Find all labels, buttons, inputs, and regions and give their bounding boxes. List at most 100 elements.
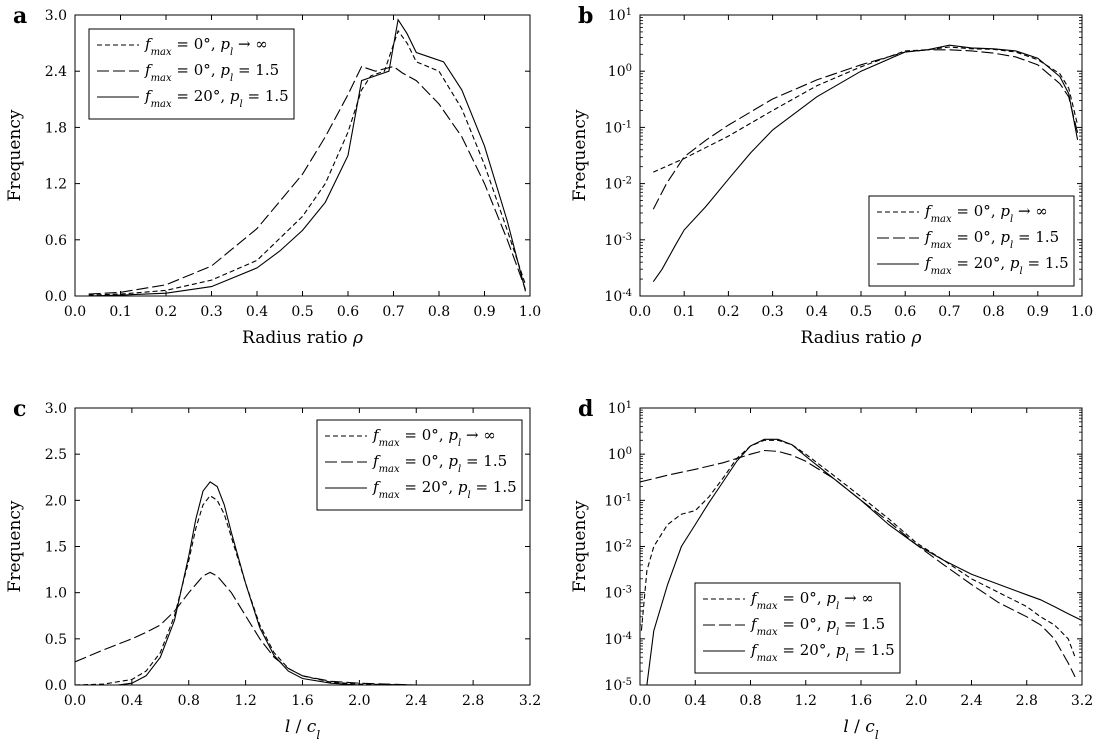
panel-c-xtick-label: 2.8 [462, 693, 484, 709]
panel-b-xtick-label: 0.5 [850, 304, 872, 320]
panel-a-label: a [13, 3, 27, 29]
panel-a-ytick-label: 1.2 [45, 177, 67, 193]
panel-c-series-3-line [75, 481, 530, 685]
panel-b-xtick-label: 0.8 [982, 304, 1004, 320]
panel-d-xtick-label: 0.0 [629, 693, 651, 709]
panel-c-xtick-label: 1.2 [234, 693, 256, 709]
panel-a-legend-entry-1: fmax = 0°, pl → ∞ [144, 35, 268, 58]
panel-a-ytick-label: 1.8 [45, 120, 67, 136]
panel-b-legend-entry-1: fmax = 0°, pl → ∞ [924, 202, 1048, 225]
panel-a-ytick-label: 0.6 [45, 233, 67, 249]
panel-d-xtick-label: 2.0 [905, 693, 927, 709]
panel-d-series-1-line [640, 439, 1076, 658]
panel-c-series-1-line [75, 494, 530, 685]
panel-a-xtick-label: 0.1 [109, 304, 131, 320]
panel-b-ytick-label: 10-1 [604, 119, 632, 137]
panel-b-series-3-line [652, 44, 1079, 283]
panel-a-legend-box [88, 28, 295, 120]
panel-a-xtick-label: 0.4 [246, 304, 268, 320]
panel-d-xlabel: l / cl [843, 717, 879, 742]
panel-c-ytick-label: 3.0 [45, 401, 67, 417]
panel-b-xtick-label: 0.9 [1027, 304, 1049, 320]
panel-b-xtick-label: 0.2 [717, 304, 739, 320]
panel-a-xtick-label: 0.7 [382, 304, 404, 320]
panel-d-series-2-line [640, 449, 1076, 678]
panel-a-series-1-line [88, 29, 527, 296]
panel-d-ylabel: Frequency [570, 500, 590, 592]
panel-a-series-3-line [88, 18, 527, 296]
panel-b-xtick-label: 0.3 [761, 304, 783, 320]
panel-c-xtick-label: 1.6 [291, 693, 313, 709]
panel-d-ytick-label: 10-3 [604, 584, 632, 602]
panel-a-legend-entry-2: fmax = 0°, pl = 1.5 [144, 61, 279, 84]
panel-a-xtick-label: 0.9 [473, 304, 495, 320]
panel-a-xtick-label: 0.0 [64, 304, 86, 320]
panel-b: 0.0 0.1 0.2 0.3 0.4 0.5 0.6 0.7 0.8 0.9 1.0 10-4 10-… [570, 3, 1093, 348]
panel-a-xtick-label: 0.8 [428, 304, 450, 320]
panel-d-legend-entry-3: fmax = 20°, pl = 1.5 [750, 641, 895, 664]
panel-a-ytick-label: 0.0 [45, 289, 67, 305]
panel-c: 0.0 0.4 0.8 1.2 1.6 2.0 2.4 2.8 3.2 0.0 0.5 1.0 1.5 2… [5, 396, 541, 742]
panel-b-xtick-label: 0.7 [938, 304, 960, 320]
panel-d-legend: fmax = 0°, pl → ∞ fmax = 0°, pl = 1.5 fmax… [694, 582, 901, 674]
panel-b-legend-entry-2: fmax = 0°, pl = 1.5 [924, 228, 1059, 251]
panel-d-ytick-label: 10-1 [604, 492, 632, 510]
panel-d-xtick-label: 3.2 [1071, 693, 1093, 709]
panel-c-legend-entry-1: fmax = 0°, pl → ∞ [372, 426, 496, 449]
panel-c-label: c [13, 396, 26, 422]
panel-d-series-3-line [646, 438, 1082, 685]
panel-d-xtick-label: 1.6 [850, 693, 872, 709]
panel-b-xtick-label: 0.1 [673, 304, 695, 320]
panel-c-series-2-line [75, 571, 530, 685]
panel-d-ytick-label: 10-4 [604, 630, 632, 648]
panel-b-series-2-line [652, 49, 1079, 210]
panel-c-xtick-label: 0.4 [121, 693, 143, 709]
panel-c-legend-entry-2: fmax = 0°, pl = 1.5 [372, 452, 507, 475]
panel-b-label: b [578, 3, 593, 29]
panel-b-ytick-label: 10-2 [604, 175, 632, 193]
panel-d-xtick-label: 2.8 [1016, 693, 1038, 709]
panel-b-ytick-label: 101 [608, 7, 632, 25]
panel-b-ylabel: Frequency [570, 109, 590, 201]
panel-c-legend-box [316, 419, 523, 511]
panel-a-legend-entry-3: fmax = 20°, pl = 1.5 [144, 87, 289, 110]
panel-d-ytick-label: 100 [608, 446, 632, 464]
panel-c-xtick-label: 2.0 [348, 693, 370, 709]
panel-b-xtick-label: 0.6 [894, 304, 916, 320]
panel-a-xtick-label: 0.2 [155, 304, 177, 320]
panel-d-xtick-label: 2.4 [960, 693, 982, 709]
panel-d-ytick-label: 10-5 [604, 677, 632, 695]
panel-c-ytick-label: 2.0 [45, 493, 67, 509]
panel-d-ytick-label: 101 [608, 400, 632, 418]
panel-d-xtick-label: 0.4 [684, 693, 706, 709]
panel-a-xlabel: Radius ratio ρ [242, 328, 363, 348]
panel-b-xtick-label: 0.4 [806, 304, 828, 320]
panel-b-xlabel: Radius ratio ρ [801, 328, 922, 348]
panel-a-legend: fmax = 0°, pl → ∞ fmax = 0°, pl = 1.5 fmax… [88, 28, 295, 120]
panel-b-xtick-label: 1.0 [1071, 304, 1093, 320]
panel-c-ylabel: Frequency [5, 500, 25, 592]
panel-c-xlabel: l / cl [285, 717, 321, 742]
panel-a-xtick-label: 0.5 [291, 304, 313, 320]
panel-a-xtick-label: 0.6 [337, 304, 359, 320]
panel-c-ytick-label: 1.0 [45, 586, 67, 602]
panel-c-ytick-label: 0.0 [45, 678, 67, 694]
panel-c-xtick-label: 0.0 [64, 693, 86, 709]
panel-b-ytick-label: 100 [608, 63, 632, 81]
panel-d-ytick-label: 10-2 [604, 538, 632, 556]
panel-a-ylabel: Frequency [5, 109, 25, 201]
panel-b-ytick-label: 10-4 [604, 288, 632, 306]
panel-d-label: d [578, 396, 593, 422]
panel-c-xtick-label: 0.8 [178, 693, 200, 709]
panel-c-ytick-label: 0.5 [45, 632, 67, 648]
panel-b-legend-box [868, 195, 1075, 287]
panel-b-series-1-line [653, 46, 1079, 173]
panel-d-xtick-label: 1.2 [795, 693, 817, 709]
panel-d-legend-entry-1: fmax = 0°, pl → ∞ [750, 589, 874, 612]
panel-a-ytick-label: 3.0 [45, 8, 67, 24]
panel-a: 0.0 0.1 0.2 0.3 0.4 0.5 0.6 0.7 0.8 0.9 1.0 0.0 0.6 1… [5, 3, 541, 348]
panel-a-series-2-line [88, 65, 527, 295]
panel-a-xtick-label: 1.0 [519, 304, 541, 320]
panel-c-xtick-label: 3.2 [519, 693, 541, 709]
